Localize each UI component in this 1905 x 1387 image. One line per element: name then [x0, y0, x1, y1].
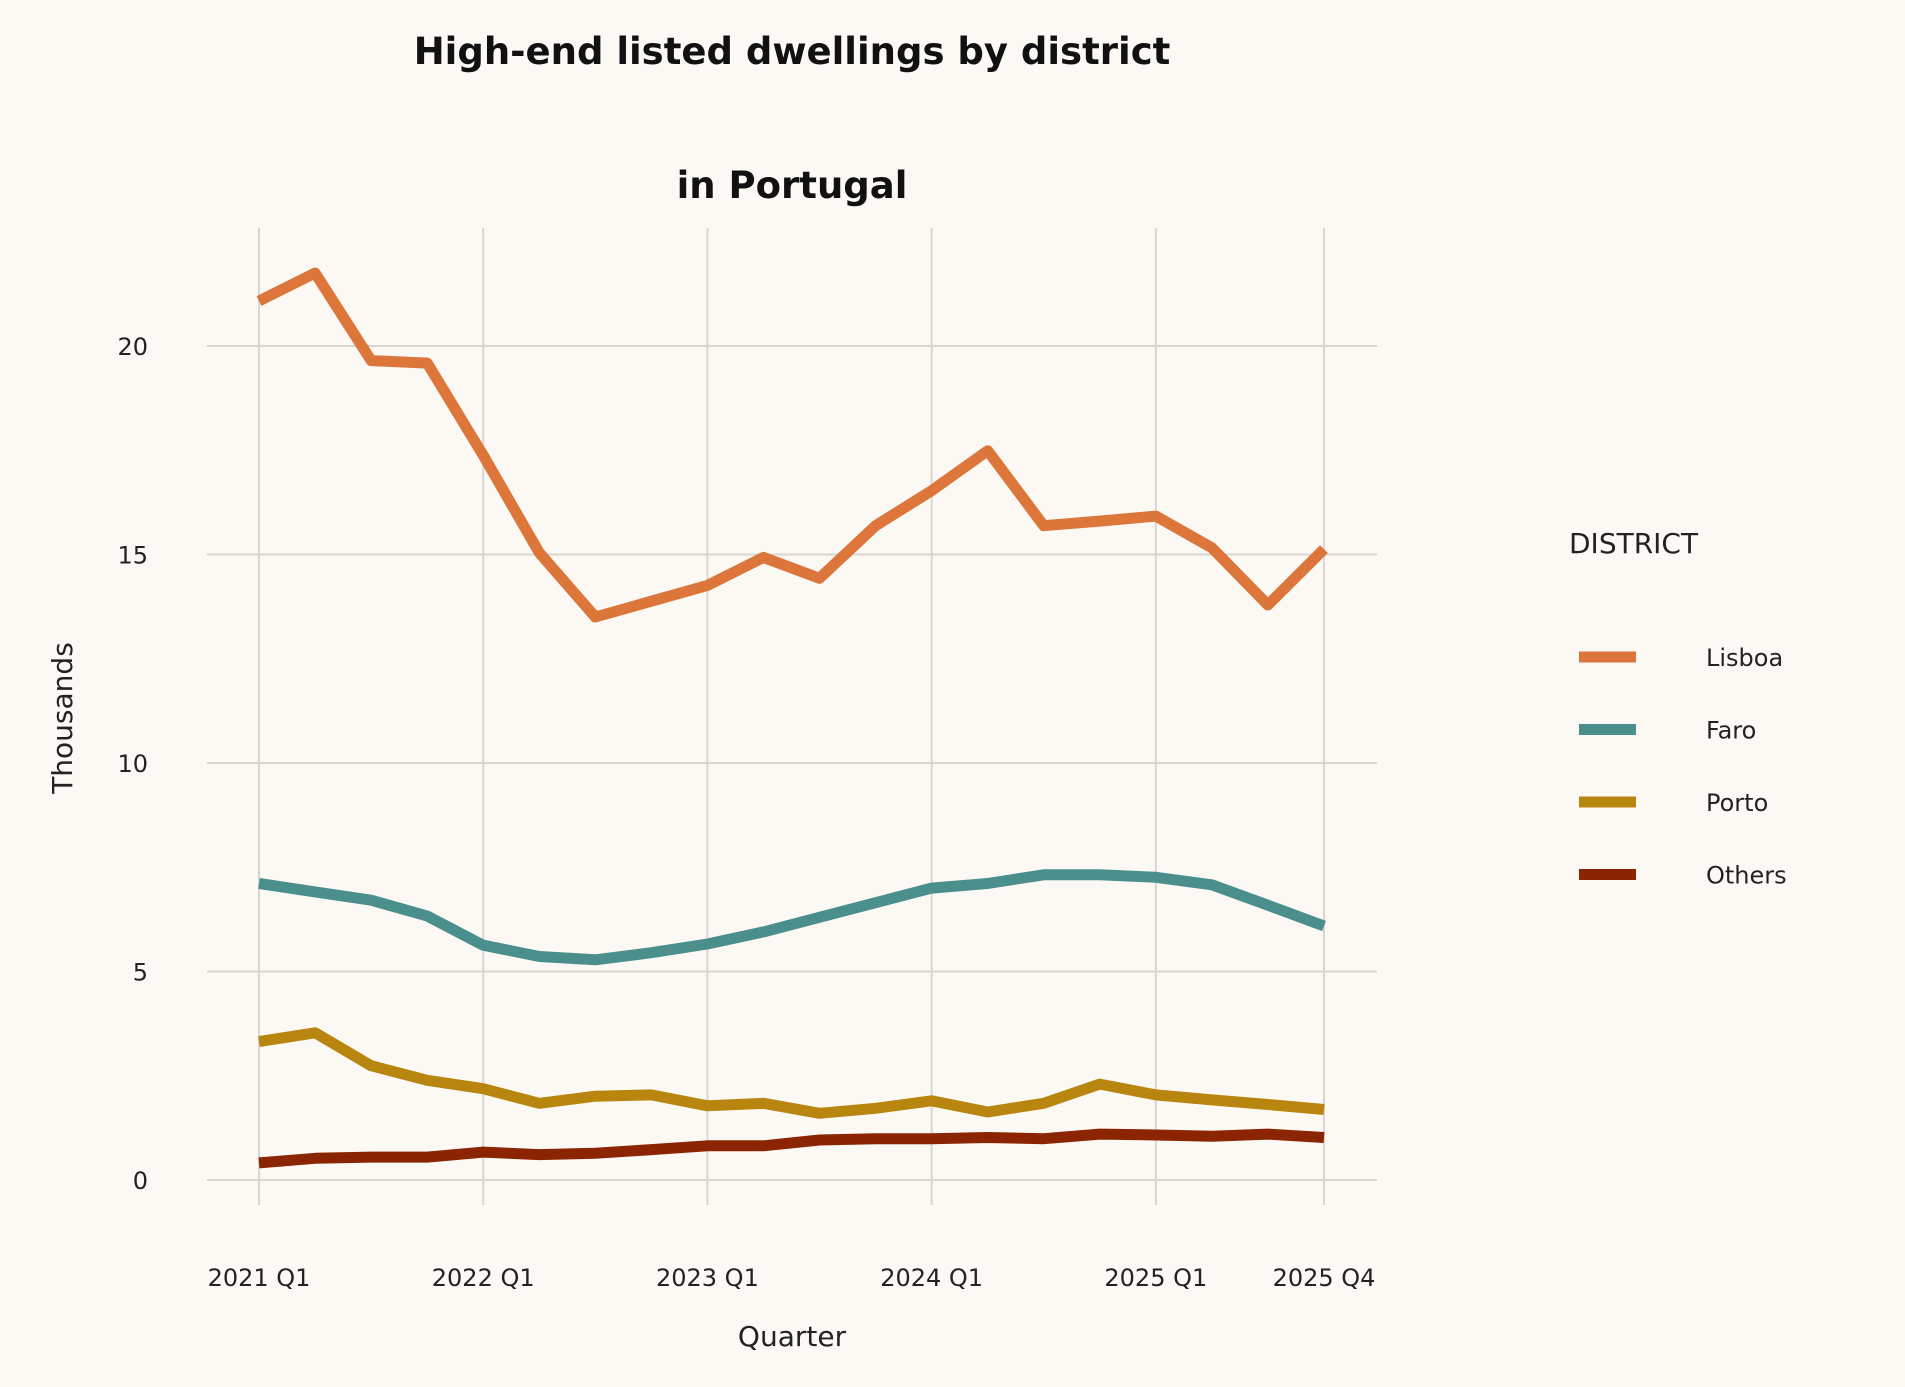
grid	[207, 228, 1377, 1205]
x-axis-label: Quarter	[738, 1320, 847, 1353]
x-tick-label: 2024 Q1	[880, 1264, 983, 1292]
y-tick-label: 0	[133, 1167, 148, 1195]
x-tick-label: 2025 Q1	[1104, 1264, 1207, 1292]
legend-label-faro: Faro	[1706, 717, 1756, 745]
x-tick-label: 2022 Q1	[432, 1264, 535, 1292]
chart-title-line-2: in Portugal	[677, 164, 908, 207]
x-tick-label: 2023 Q1	[656, 1264, 759, 1292]
x-tick-label: 2025 Q4	[1273, 1264, 1376, 1292]
y-tick-label: 20	[117, 333, 148, 361]
y-axis-ticks: 0 5 10 15 20	[117, 333, 148, 1195]
y-axis-label: Thousands	[46, 642, 79, 795]
y-tick-label: 15	[117, 542, 148, 570]
x-tick-label: 2021 Q1	[208, 1264, 311, 1292]
legend: DISTRICT Lisboa Faro Porto Others	[1569, 527, 1787, 890]
series-line-others	[258, 1128, 1325, 1169]
y-tick-label: 10	[117, 750, 148, 778]
y-tick-label: 5	[133, 959, 148, 987]
legend-title: DISTRICT	[1569, 527, 1699, 560]
legend-label-others: Others	[1706, 862, 1787, 890]
x-axis-ticks: 2021 Q1 2022 Q1 2023 Q1 2024 Q1 2025 Q1 2025 …	[208, 1264, 1376, 1292]
legend-label-porto: Porto	[1706, 789, 1768, 817]
chart-title-line-1: High-end listed dwellings by district	[414, 30, 1171, 73]
series-line-porto	[258, 1027, 1325, 1119]
legend-label-lisboa: Lisboa	[1706, 644, 1783, 672]
series-lines	[256, 267, 1328, 1169]
series-line-faro	[258, 869, 1326, 966]
series-line-lisboa	[256, 267, 1328, 623]
